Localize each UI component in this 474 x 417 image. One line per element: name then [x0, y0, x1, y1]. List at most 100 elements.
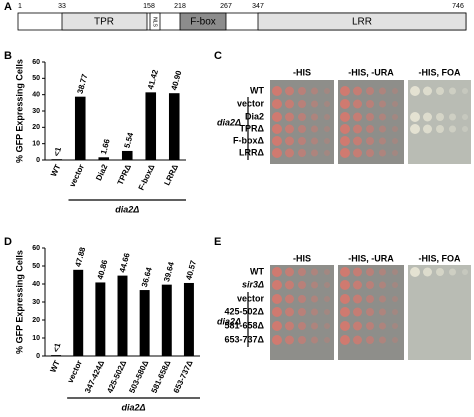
strain-label: WT	[250, 266, 264, 276]
yeast-spot	[285, 148, 294, 158]
yeast-spot	[392, 309, 398, 315]
value-label: 38.77	[76, 73, 90, 95]
yeast-spot	[379, 268, 386, 276]
plate	[408, 265, 471, 360]
yeast-spot	[285, 280, 294, 290]
yeast-spot	[366, 100, 374, 108]
domain-box	[179, 12, 227, 31]
yeast-spot	[298, 295, 306, 303]
yeast-spot	[366, 125, 374, 133]
strain-label: Dia2	[245, 111, 264, 121]
group-label: dia2Δ	[115, 204, 139, 214]
yeast-spot	[340, 86, 350, 96]
yeast-spot	[285, 307, 294, 317]
yeast-spot	[379, 308, 386, 316]
value-label: 40.57	[184, 259, 198, 281]
yeast-spot	[340, 267, 350, 277]
value-label: 41.42	[146, 68, 160, 90]
yeast-spot	[340, 112, 350, 122]
yeast-spot	[272, 112, 282, 122]
yeast-spot	[324, 101, 330, 107]
yeast-spot	[353, 112, 362, 122]
yeast-spot	[340, 335, 350, 345]
bar	[51, 355, 62, 356]
yeast-spot	[311, 281, 318, 289]
yeast-spot	[449, 268, 456, 276]
value-label: <1	[51, 341, 62, 353]
bar	[145, 92, 157, 160]
yeast-spot	[340, 294, 350, 304]
yeast-spot	[324, 269, 330, 275]
strain-label: sir3Δ	[242, 279, 264, 289]
yeast-spot	[366, 87, 374, 95]
value-label: 40.86	[96, 258, 110, 280]
yeast-spot	[392, 269, 398, 275]
yeast-spot	[298, 100, 306, 108]
yeast-spot	[298, 149, 306, 157]
yeast-spot	[423, 112, 432, 122]
yeast-spot	[340, 280, 350, 290]
yeast-spot	[366, 137, 374, 145]
yeast-spot	[285, 99, 294, 109]
strain-label: vector	[237, 293, 265, 303]
yeast-spot	[449, 125, 456, 133]
bar	[117, 275, 128, 356]
yeast-spot	[353, 335, 362, 345]
yeast-spot	[311, 268, 318, 276]
domain-label: F-box	[190, 17, 216, 28]
strain-label: LRRΔ	[239, 147, 264, 157]
yeast-spot	[324, 126, 330, 132]
yeast-spot	[353, 307, 362, 317]
condition-label: -HIS, FOA	[419, 67, 461, 77]
yeast-spot	[366, 149, 374, 157]
yeast-spot	[272, 321, 282, 331]
yeast-spot	[462, 88, 468, 94]
bar	[74, 96, 86, 160]
value-label: 47.88	[73, 246, 87, 268]
yeast-spot	[298, 281, 306, 289]
strain-label: F-boxΔ	[233, 135, 264, 145]
yeast-spot	[272, 136, 282, 146]
x-tick-label: 347-424Δ	[83, 359, 106, 395]
yeast-spot	[311, 336, 318, 344]
domain-box	[61, 12, 148, 31]
yeast-spot	[324, 88, 330, 94]
yeast-spot	[410, 267, 420, 277]
x-tick-label: Dia2	[94, 162, 110, 182]
yeast-spot	[285, 86, 294, 96]
yeast-spot	[298, 87, 306, 95]
yeast-spot	[379, 336, 386, 344]
y-tick-label: 30	[32, 299, 40, 306]
yeast-spot	[379, 113, 386, 121]
panel-label: C	[214, 50, 222, 62]
y-tick-label: 40	[32, 281, 40, 288]
group-label: dia2Δ	[122, 402, 146, 412]
domain-label: LRR	[352, 17, 372, 28]
yeast-spot	[353, 294, 362, 304]
y-tick-label: 30	[32, 108, 40, 115]
yeast-spot	[340, 307, 350, 317]
yeast-spot	[436, 113, 444, 121]
y-tick-label: 40	[32, 92, 40, 99]
strain-label: 653-737Δ	[225, 334, 265, 344]
bar	[98, 157, 110, 160]
yeast-spot	[324, 138, 330, 144]
yeast-spot	[285, 136, 294, 146]
yeast-spot	[272, 267, 282, 277]
yeast-spot	[392, 101, 398, 107]
yeast-spot	[379, 137, 386, 145]
yeast-spot	[392, 114, 398, 120]
yeast-spot	[272, 280, 282, 290]
domain-box	[149, 12, 161, 31]
yeast-spot	[298, 336, 306, 344]
yeast-spot	[423, 124, 432, 134]
strain-label: vector	[237, 98, 265, 108]
yeast-spot	[353, 99, 362, 109]
yeast-spot	[436, 125, 444, 133]
bar	[73, 269, 84, 356]
yeast-spot	[340, 124, 350, 134]
y-axis-label: % GFP Expressing Cells	[14, 250, 24, 354]
yeast-spot	[311, 322, 318, 330]
yeast-spot	[272, 86, 282, 96]
